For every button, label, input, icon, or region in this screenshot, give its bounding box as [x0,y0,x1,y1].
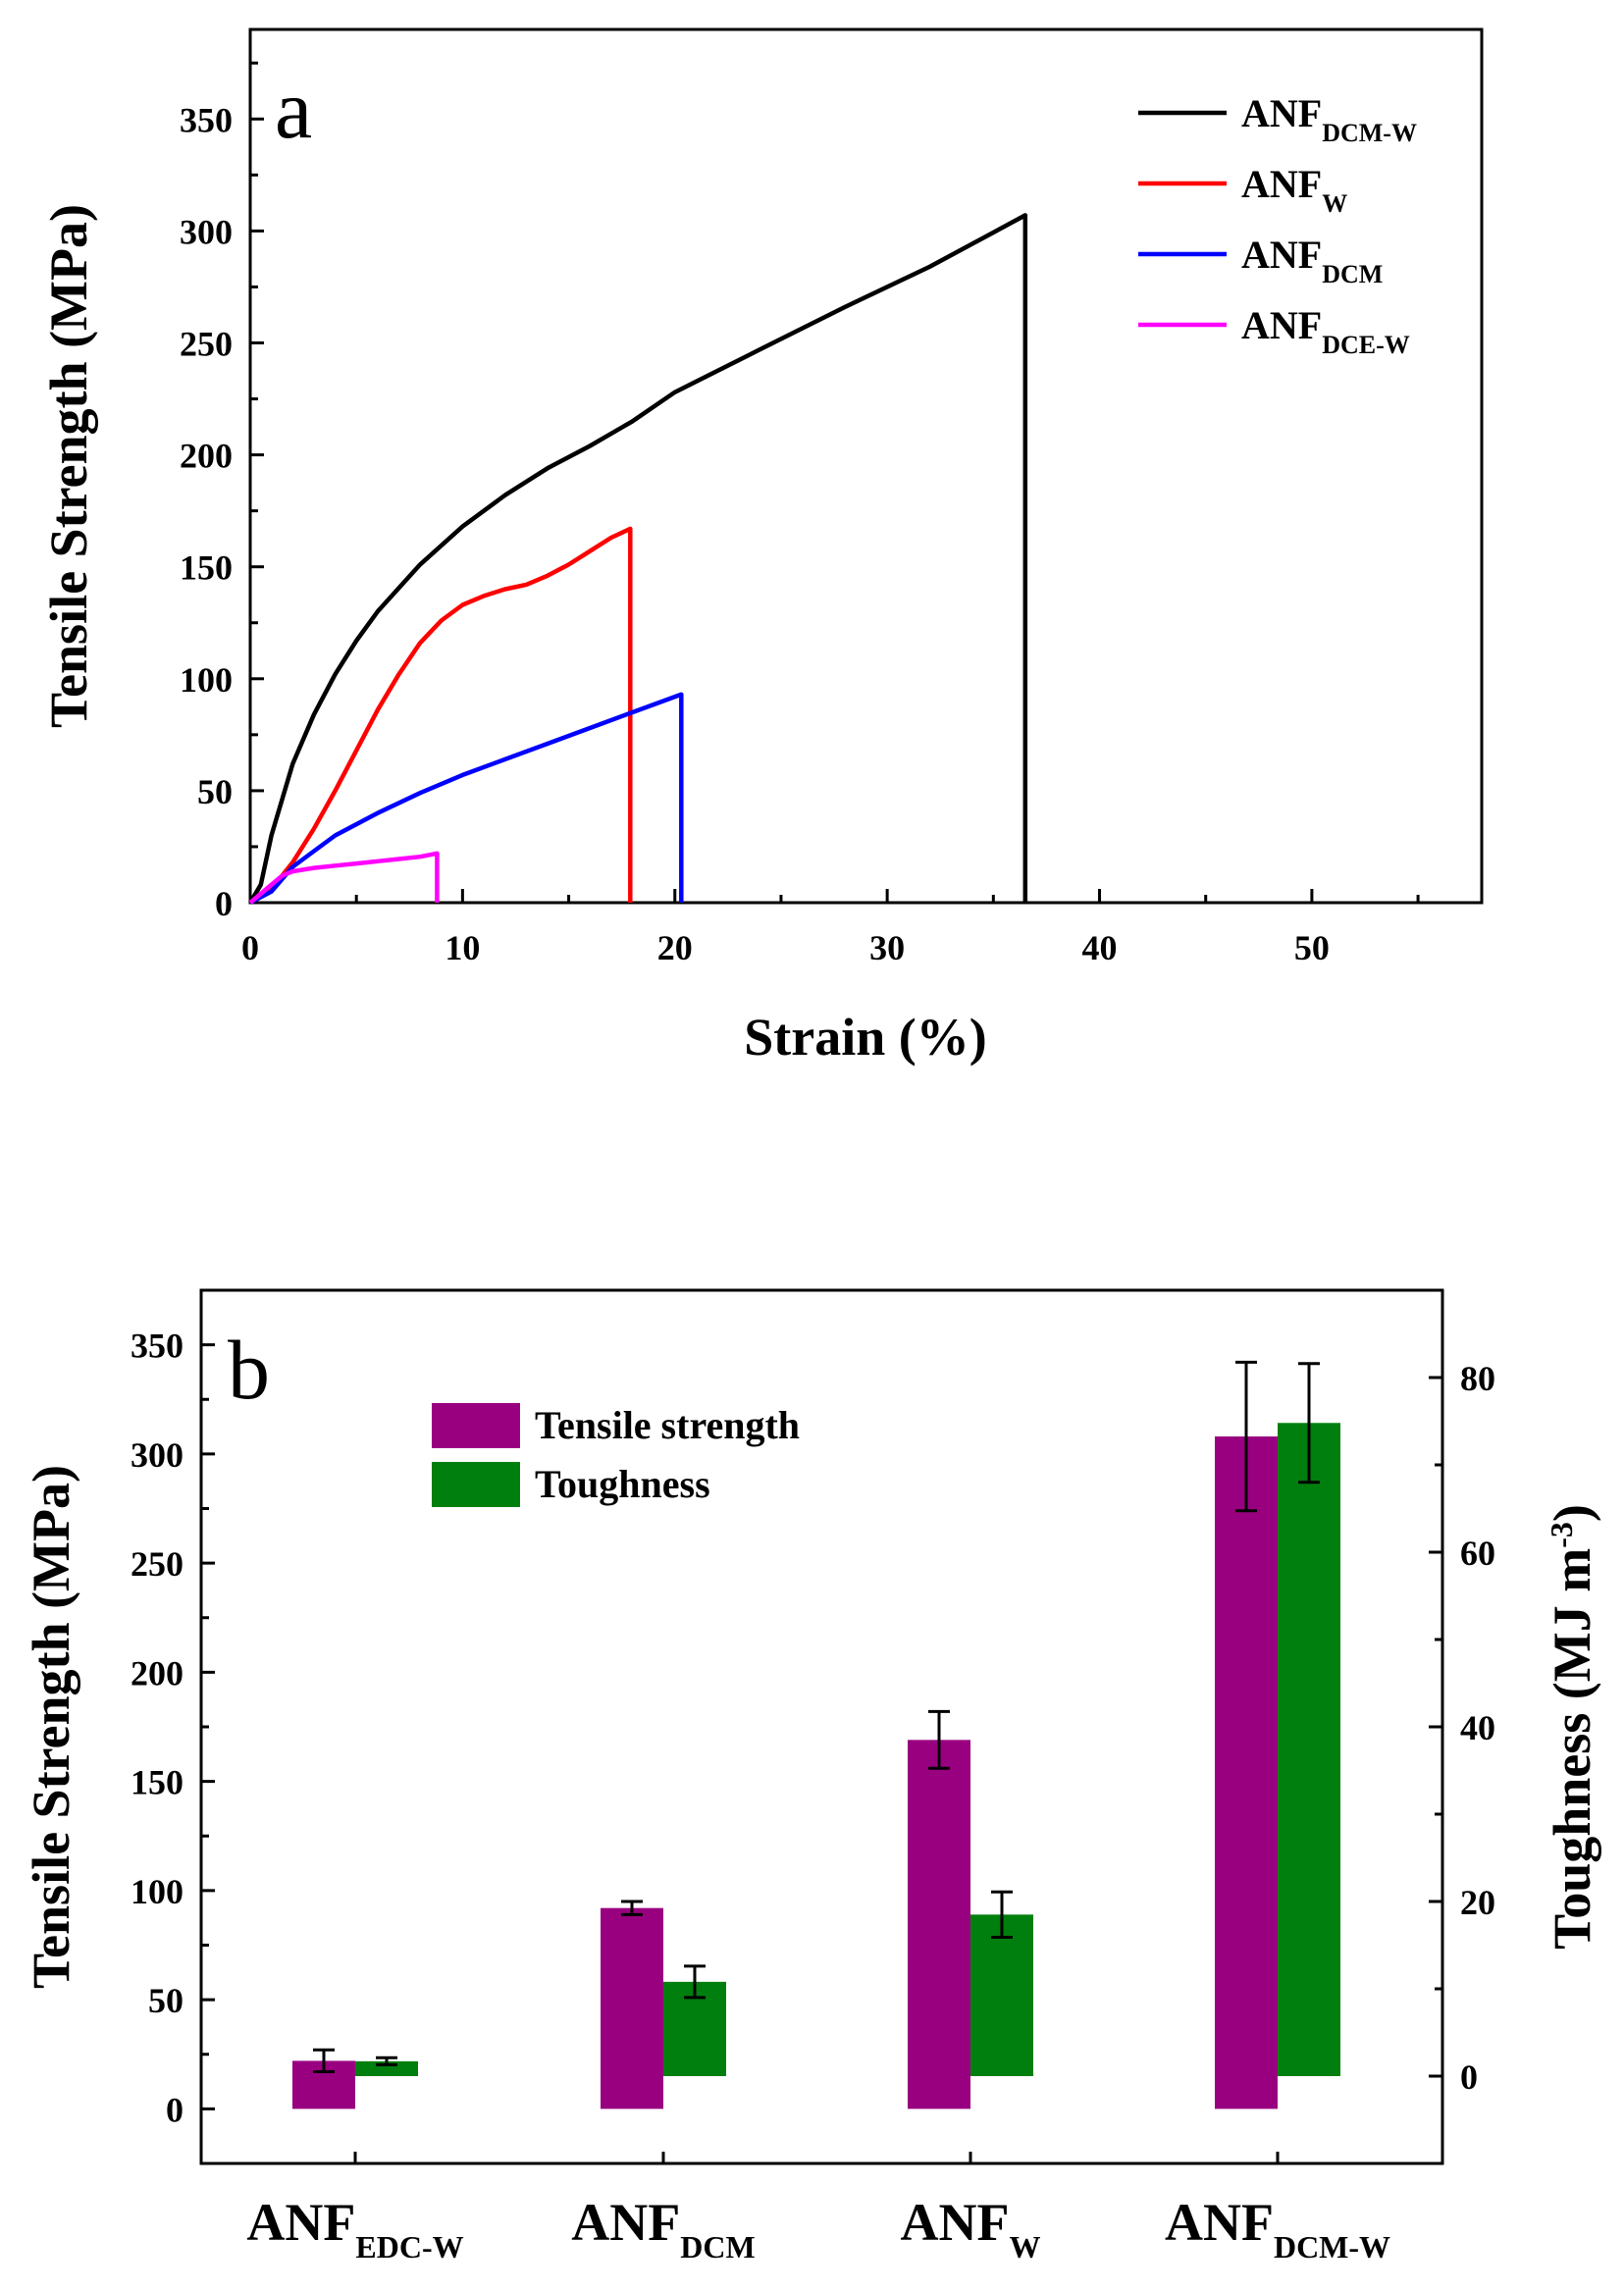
chart-b-category-label-dcm-w: ANFDCM-W [1165,2193,1390,2265]
chart-b-right-y-title-close: ) [1543,1504,1601,1522]
chart-a-x-tick-label: 20 [657,928,693,967]
chart-b-error-bar [684,1964,706,2000]
chart-a-y-tick-label: 350 [180,100,233,139]
chart-b-legend-swatch-tensile-strength [432,1403,520,1448]
chart-b-category-name: ANF [571,2193,680,2252]
chart-a-y-tick-label: 250 [180,324,233,363]
chart-a-legend-subscript: W [1322,189,1347,218]
chart-b-bar-tensile-strength [908,1740,970,2109]
chart-b-right-y-tick-label: 60 [1460,1534,1495,1573]
chart-a-x-tick-label: 30 [869,928,905,967]
chart-b-category-subscript: EDC-W [355,2229,463,2265]
chart-b-right-y-tick-label: 20 [1460,1883,1495,1922]
chart-b-category-subscript: DCM [680,2229,755,2265]
chart-a-y-tick-label: 50 [197,772,233,811]
chart-a-series-line-w [248,526,633,905]
chart-a-legend-subscript: DCM-W [1322,119,1417,147]
chart-b-right-y-tick-label: 80 [1460,1359,1495,1398]
chart-b-left-y-tick-label: 300 [131,1435,183,1475]
chart-b-category-label-w: ANFW [901,2193,1041,2265]
chart-a-tensile-curves: 0 10 20 30 40 50 0 50 100 150 200 250 300 350 a Strai… [39,27,1484,1067]
chart-a-series-line-dcm [248,692,684,905]
chart-a-y-tick-label: 200 [180,437,233,476]
chart-b-error-bar [621,1900,643,1916]
chart-b-legend-label-tensile-strength: Tensile strength [535,1403,800,1447]
chart-a-series-line-dce-w [248,851,440,905]
chart-b-error-bar [1298,1362,1320,1484]
chart-a-y-axis-title: Tensile Strength (MPa) [39,204,98,728]
chart-b-panel-label: b [228,1323,270,1417]
chart-a-y-tick-label: 100 [180,660,233,700]
chart-a-x-tick-label: 50 [1294,928,1330,967]
chart-a-plot-frame [248,27,1484,905]
chart-b-left-y-tick-label: 50 [148,1981,183,2020]
chart-b-legend-swatch-toughness [432,1462,520,1507]
chart-a-legend-label-w: ANFW [1241,162,1347,218]
chart-a-x-tick-label: 0 [241,928,259,967]
chart-b-left-y-tick-label: 250 [131,1544,183,1584]
chart-b-left-y-axis-title: Tensile Strength (MPa) [22,1465,80,1989]
chart-b-left-y-tick-label: 200 [131,1653,183,1692]
chart-a-y-tick-label: 0 [215,884,233,923]
chart-b-error-bar [313,2048,335,2074]
chart-b-legend-label-toughness: Toughness [535,1462,710,1506]
chart-b-error-bar [928,1709,950,1770]
chart-a-legend-name: ANF [1241,303,1322,347]
chart-b-category-name: ANF [246,2193,355,2252]
chart-b-left-y-tick-label: 100 [131,1872,183,1911]
chart-b-category-label-dcm: ANFDCM [571,2193,755,2265]
chart-a-legend-name: ANF [1241,233,1322,277]
chart-b-right-y-axis-title: Toughness (MJ m-3) [1543,1504,1601,1950]
chart-b-left-y-tick-label: 350 [131,1327,183,1366]
chart-b-right-y-tick-label: 40 [1460,1708,1495,1747]
chart-b-error-bar [1235,1360,1257,1513]
chart-a-legend-name: ANF [1241,91,1322,135]
chart-a-y-tick-label: 300 [180,212,233,251]
chart-b-bar-chart: 0 50 100 150 200 250 300 350 0 20 40 60 80 b Tensile… [22,1288,1601,2265]
chart-b-category-name: ANF [901,2193,1010,2252]
chart-a-legend-label-dcm: ANFDCM [1241,233,1383,288]
chart-b-right-y-title-main: Toughness (MJ m [1543,1548,1601,1950]
chart-b-error-bar [376,2056,397,2066]
chart-b-bar-toughness [355,2060,418,2076]
chart-b-bar-toughness [970,1914,1033,2076]
chart-a-y-tick-label: 150 [180,548,233,588]
chart-a-legend-label-dcm-w: ANFDCM-W [1241,91,1417,147]
chart-b-legend: Tensile strength Toughness [432,1403,800,1507]
chart-a-legend-name: ANF [1241,162,1322,206]
chart-b-right-y-title-sup: -3 [1544,1522,1579,1548]
chart-a-panel-label: a [275,62,312,156]
chart-b-category-label-edc-w: ANFEDC-W [246,2193,463,2265]
chart-b-error-bar [991,1890,1013,1939]
chart-a-series-line-dcm-w [248,213,1028,905]
chart-b-left-y-tick-label: 0 [166,2090,183,2129]
chart-a-x-axis-title: Strain (%) [744,1008,986,1067]
chart-b-right-y-tick-label: 0 [1460,2057,1478,2097]
chart-a-x-tick-label: 10 [445,928,480,967]
chart-b-category-subscript: W [1009,2229,1040,2265]
chart-b-bar-tensile-strength [601,1907,663,2109]
chart-b-left-y-tick-label: 150 [131,1763,183,1802]
chart-b-category-name: ANF [1165,2193,1274,2252]
chart-a-legend-subscript: DCE-W [1322,331,1410,359]
chart-a-legend-label-dce-w: ANFDCE-W [1241,303,1410,359]
chart-a-legend-subscript: DCM [1322,260,1383,288]
chart-b-category-subscript: DCM-W [1274,2229,1390,2265]
chart-a-x-tick-label: 40 [1082,928,1118,967]
chart-b-bar-toughness [1278,1423,1340,2076]
chart-b-bar-tensile-strength [1215,1436,1278,2109]
